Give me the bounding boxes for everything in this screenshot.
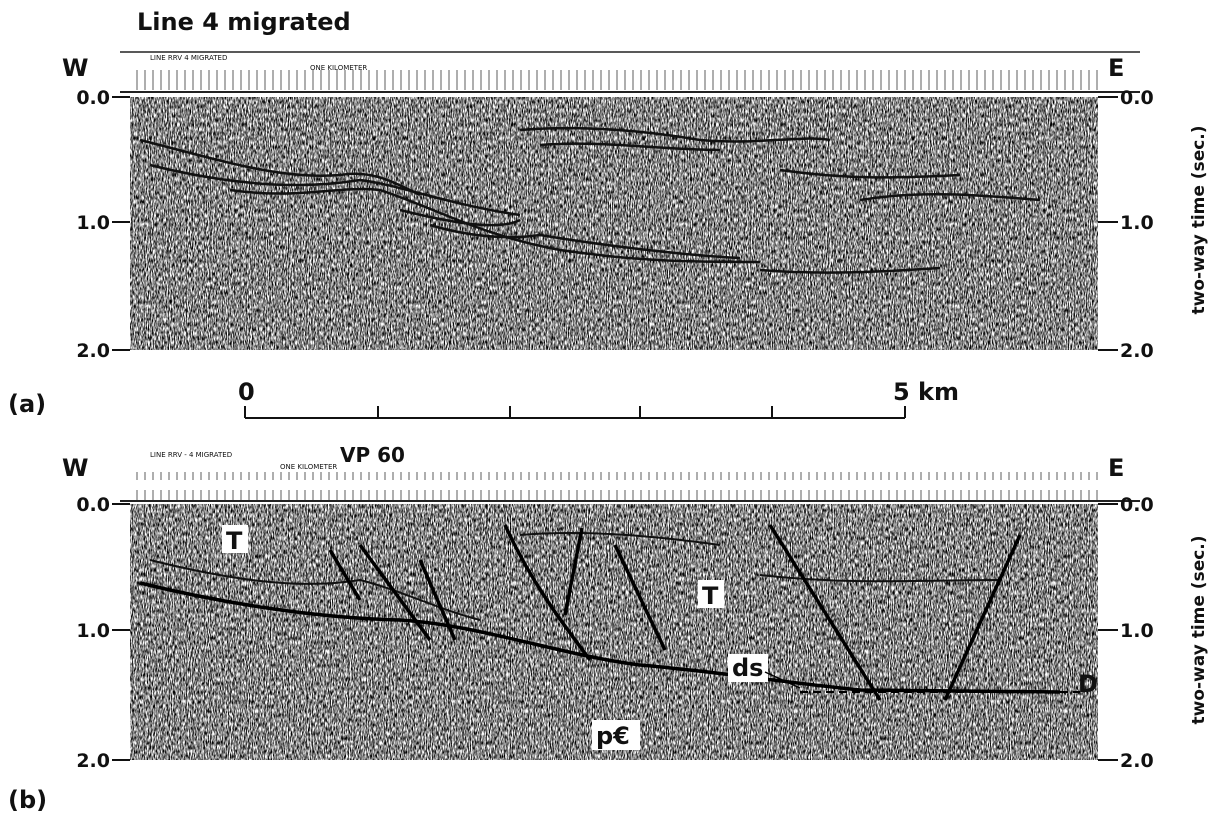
right-tick-label: 1.0 <box>1120 212 1154 234</box>
vp-label: VP 60 <box>340 443 405 467</box>
scale-header: ONE KILOMETER <box>310 64 367 72</box>
reflector <box>859 192 1041 202</box>
label-box <box>698 580 724 608</box>
label-box <box>222 525 248 553</box>
fault <box>768 524 882 701</box>
reflectors <box>139 126 1041 274</box>
left-tick-label: 2.0 <box>76 750 110 772</box>
right-tick-label: 1.0 <box>1120 620 1154 642</box>
panel-title: Line 4 migrated <box>137 8 351 36</box>
reflectors <box>149 532 1001 621</box>
east-label: E <box>1108 54 1124 82</box>
reflector <box>149 163 521 217</box>
line-header: LINE RRV - 4 MIGRATED <box>150 451 232 459</box>
fault <box>613 544 667 651</box>
axis-label: two-way time (sec.) <box>1189 125 1209 314</box>
right-tick-label: 2.0 <box>1120 750 1154 772</box>
fault <box>943 534 1022 701</box>
ds-label: ds <box>732 654 763 682</box>
annotations: T T ds D p€ <box>222 525 1098 750</box>
right-tick-label: 2.0 <box>1120 340 1154 362</box>
west-label: W <box>62 54 88 82</box>
line-header: LINE RRV 4 MIGRATED <box>150 54 227 62</box>
axis-ticks <box>112 96 1118 351</box>
axis-label: two-way time (sec.) <box>1189 535 1209 724</box>
left-tick-label: 0.0 <box>76 494 110 516</box>
right-tick-label: 0.0 <box>1120 494 1154 516</box>
reflector <box>539 142 721 152</box>
panel-label: (a) <box>8 390 46 418</box>
trace-header <box>130 62 1098 92</box>
scale-start: 0 <box>238 378 255 406</box>
reflector <box>519 126 831 143</box>
unit-label: T <box>226 527 243 555</box>
right-tick-label: 0.0 <box>1120 87 1154 109</box>
scale-end: 5 km <box>893 378 959 406</box>
trace-header <box>130 472 1098 502</box>
left-tick-label: 1.0 <box>76 212 110 234</box>
reflector <box>759 574 1001 583</box>
unit-label: T <box>702 582 719 610</box>
reflector <box>779 168 961 179</box>
fault <box>503 524 592 662</box>
reflector <box>229 187 761 264</box>
reflector <box>139 138 421 197</box>
d-label: D <box>1078 670 1098 698</box>
panel-label: (b) <box>8 786 47 814</box>
fault <box>328 549 362 601</box>
fault <box>358 543 432 642</box>
label-box <box>592 720 640 750</box>
left-tick-label: 1.0 <box>76 620 110 642</box>
seismic-section <box>130 97 1098 350</box>
reflector <box>429 223 741 260</box>
left-tick-label: 0.0 <box>76 87 110 109</box>
west-label: W <box>62 454 88 482</box>
reflector <box>149 559 481 621</box>
scale-header: ONE KILOMETER <box>280 463 337 471</box>
leader-line <box>764 671 801 689</box>
axis-ticks <box>112 503 1118 761</box>
reflector <box>759 266 941 274</box>
fault <box>563 527 584 616</box>
left-tick-label: 2.0 <box>76 340 110 362</box>
east-label: E <box>1108 454 1124 482</box>
unit-label: p€ <box>596 722 630 750</box>
reflector <box>519 532 721 546</box>
label-box <box>728 654 768 682</box>
fault <box>418 559 457 641</box>
reflector <box>399 208 521 227</box>
scale-bar <box>244 406 906 419</box>
